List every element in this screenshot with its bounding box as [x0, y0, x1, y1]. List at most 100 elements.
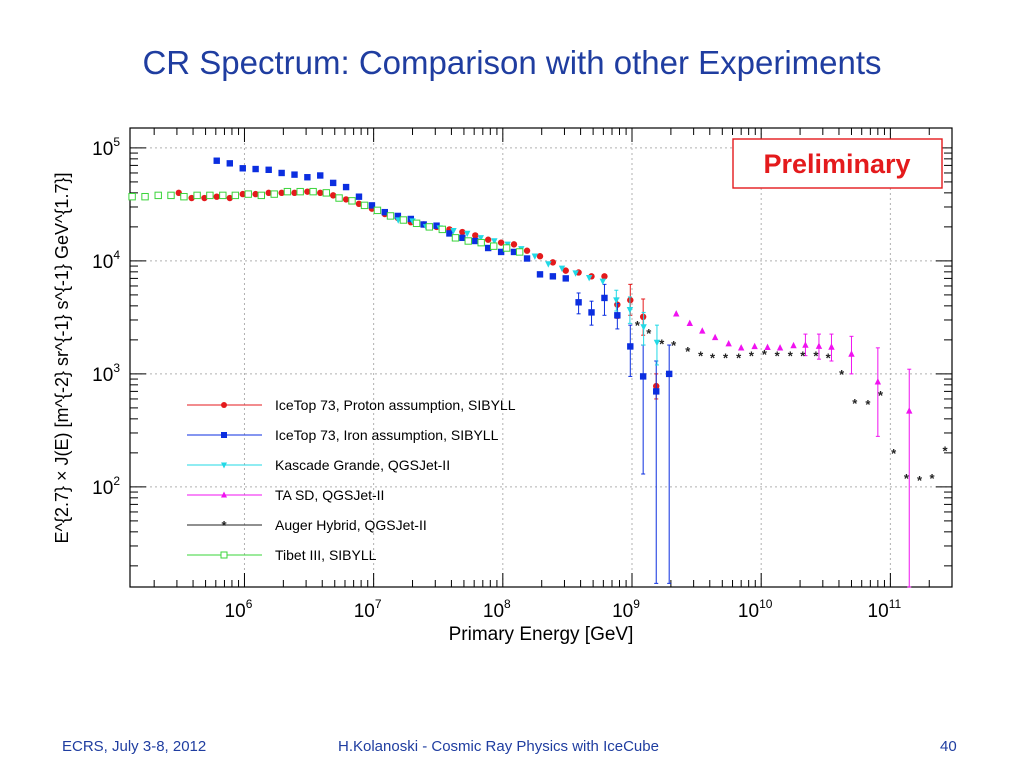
data-point: [536, 271, 544, 278]
data-point: *: [826, 350, 832, 365]
legend-entry: IceTop 73, Iron assumption, SIBYLL: [187, 427, 499, 443]
data-point: [874, 378, 882, 385]
data-point: [231, 191, 240, 200]
data-point: [329, 192, 337, 199]
data-point: [627, 343, 634, 350]
data-point: *: [685, 344, 691, 359]
data-point: [239, 190, 246, 198]
data-point: *: [878, 388, 884, 403]
data-point: [335, 194, 343, 202]
data-point: [497, 248, 505, 256]
data-point: [776, 344, 784, 351]
data-point: [322, 189, 330, 197]
series-auger-hybrid-qgsjet-ii: * * * * * * * * * * * * * * * * * * * * * * * * *: [635, 318, 949, 488]
footer-author: H.Kolanoski - Cosmic Ray Physics with Ic…: [338, 738, 659, 755]
y-axis-label-text: E^{2.7} × J(E) [m^{-2} sr^{-1} s^{-1} Ge…: [52, 173, 72, 544]
data-point: [802, 341, 809, 348]
data-point: [201, 194, 208, 202]
legend-entry: IceTop 73, Proton assumption, SIBYLL: [187, 397, 516, 413]
data-point: [433, 222, 440, 229]
data-point: [599, 278, 606, 285]
x-tick-label: 1011: [868, 597, 902, 622]
data-point: [639, 373, 647, 380]
data-point: [490, 242, 498, 250]
x-tick-label: 106: [225, 597, 253, 622]
data-point: [381, 208, 388, 216]
data-point: [213, 193, 220, 200]
data-point: [614, 312, 621, 319]
data-point: [459, 234, 466, 242]
data-point: [588, 309, 595, 316]
data-point: *: [710, 350, 716, 365]
data-point: [399, 216, 408, 224]
data-point: [585, 274, 593, 282]
data-point: [265, 189, 272, 197]
legend-label: TA SD, QGSJet-II: [275, 487, 384, 503]
data-point: [510, 241, 518, 248]
data-point: [425, 223, 434, 231]
data-point: [368, 202, 376, 209]
x-tick-label: 1010: [738, 597, 773, 622]
data-point: [545, 261, 552, 268]
data-point: *: [929, 471, 935, 486]
data-point: [291, 171, 298, 178]
data-point: [360, 201, 369, 210]
data-point: *: [904, 471, 910, 486]
data-point: [446, 230, 453, 237]
legend-entry: Kascade Grande, QGSJet-II: [187, 457, 450, 473]
data-point: [523, 255, 531, 262]
data-point: [531, 253, 539, 260]
data-point: [510, 248, 518, 256]
data-point: [309, 187, 317, 196]
data-point: *: [943, 443, 949, 458]
data-point: *: [917, 473, 923, 488]
data-point: [154, 191, 162, 200]
footer-conference: ECRS, July 3-8, 2012: [62, 738, 207, 755]
series-ta-sd-qgsjet-ii: [673, 310, 913, 588]
data-point: [562, 275, 569, 282]
legend-entry: TA SD, QGSJet-II: [187, 487, 384, 503]
data-point: [472, 232, 479, 239]
data-point: [270, 190, 278, 198]
data-point: [484, 244, 492, 252]
data-point: *: [813, 349, 819, 364]
data-point: *: [839, 367, 845, 382]
data-point: [477, 238, 485, 247]
data-point: [711, 333, 719, 341]
data-point: [459, 228, 466, 236]
data-point: [737, 344, 745, 351]
data-point: [239, 165, 246, 172]
y-axis-label: E^{2.7} × J(E) [m^{-2} sr^{-1} s^{-1} Ge…: [52, 173, 72, 544]
data-point: [653, 388, 660, 395]
legend-marker: *: [221, 518, 227, 533]
legend-entry: * Auger Hybrid, QGSJet-II: [187, 517, 427, 533]
legend-marker: [220, 551, 228, 559]
data-point: *: [852, 396, 858, 411]
data-point: [575, 299, 582, 306]
data-point: [725, 339, 732, 347]
data-point: [515, 248, 524, 256]
data-point: [180, 192, 188, 201]
data-point: *: [775, 349, 781, 364]
data-point: [477, 235, 484, 242]
data-point: [206, 191, 214, 200]
slide-title: CR Spectrum: Comparison with other Exper…: [142, 44, 882, 81]
data-point: *: [865, 397, 871, 412]
x-tick-label: 109: [612, 597, 640, 622]
data-point: [464, 237, 472, 245]
data-point: [342, 183, 350, 191]
data-point: [244, 190, 252, 198]
data-point: [502, 244, 511, 252]
legend-label: Auger Hybrid, QGSJet-II: [275, 517, 427, 533]
data-point: [536, 253, 544, 260]
y-tick-label: 105: [92, 135, 120, 160]
data-point: *: [800, 349, 806, 364]
data-point: [252, 190, 259, 198]
data-point: [601, 273, 608, 280]
data-point: [394, 212, 402, 220]
data-point: *: [762, 347, 768, 362]
x-tick-label: 107: [354, 597, 382, 622]
data-point: *: [788, 349, 794, 364]
data-point: [128, 192, 136, 201]
data-point: [484, 236, 492, 243]
